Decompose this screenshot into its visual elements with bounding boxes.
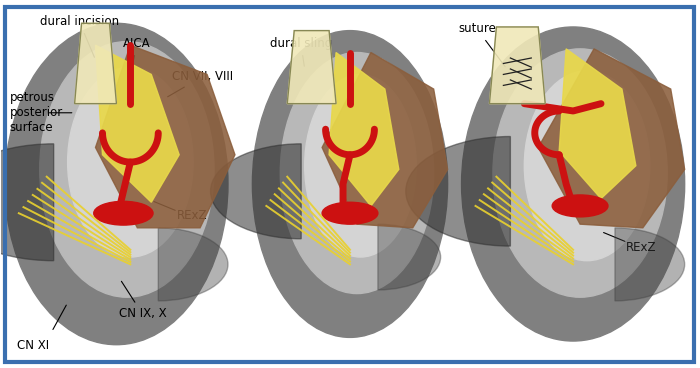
Polygon shape (95, 45, 179, 202)
Wedge shape (158, 228, 228, 301)
Ellipse shape (493, 49, 667, 297)
Text: suture: suture (458, 22, 505, 67)
Ellipse shape (253, 31, 447, 337)
Ellipse shape (524, 71, 650, 261)
Polygon shape (538, 49, 685, 228)
Ellipse shape (322, 202, 378, 224)
Polygon shape (95, 45, 235, 228)
Text: dural incision: dural incision (40, 15, 119, 57)
Ellipse shape (304, 74, 416, 257)
Polygon shape (75, 23, 116, 104)
Wedge shape (378, 224, 440, 290)
Wedge shape (211, 144, 301, 239)
Ellipse shape (94, 201, 153, 225)
Text: petrous
posterior
surface: petrous posterior surface (10, 91, 63, 134)
Ellipse shape (552, 195, 608, 217)
Polygon shape (287, 31, 336, 104)
Wedge shape (406, 137, 510, 246)
Wedge shape (0, 144, 54, 261)
Polygon shape (322, 53, 447, 228)
Text: RExZ: RExZ (625, 241, 656, 254)
Polygon shape (489, 27, 545, 104)
Ellipse shape (280, 53, 434, 294)
Ellipse shape (5, 23, 228, 345)
Ellipse shape (68, 67, 193, 257)
Text: CN VII, VIII: CN VII, VIII (167, 70, 233, 97)
Text: CN IX, X: CN IX, X (118, 281, 166, 320)
Polygon shape (559, 49, 636, 199)
Text: RExZ: RExZ (177, 209, 208, 222)
Text: AICA: AICA (123, 37, 151, 72)
Text: CN XI: CN XI (17, 339, 49, 352)
Wedge shape (615, 228, 685, 301)
Ellipse shape (40, 42, 214, 297)
Text: dural sling: dural sling (270, 37, 332, 66)
Polygon shape (329, 53, 399, 206)
Ellipse shape (461, 27, 685, 341)
